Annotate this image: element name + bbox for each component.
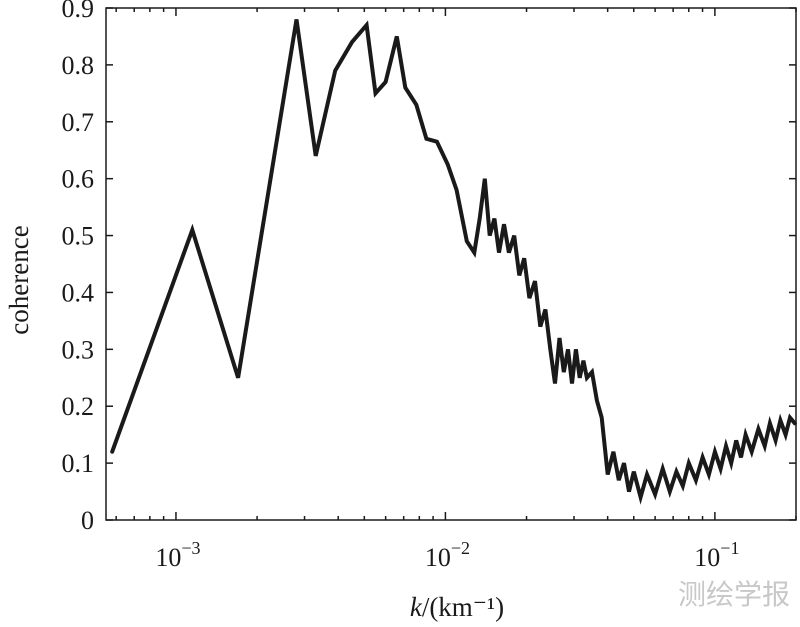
x-tick-label: 10−1 bbox=[694, 538, 739, 572]
x-tick-label: 10−2 bbox=[425, 538, 470, 572]
x-tick-label-exponent: −2 bbox=[451, 538, 470, 558]
y-tick-label: 0.3 bbox=[62, 335, 95, 364]
x-axis-title-variable: k bbox=[410, 592, 423, 622]
y-tick-label: 0.6 bbox=[62, 165, 95, 194]
x-tick-label: 10−3 bbox=[155, 538, 200, 572]
watermark-logo-text: 测绘学报 bbox=[678, 578, 790, 611]
y-tick-label: 0.7 bbox=[62, 108, 95, 137]
x-tick-label-base: 10 bbox=[694, 543, 720, 572]
x-tick-label-base: 10 bbox=[425, 543, 451, 572]
y-tick-label: 0.5 bbox=[62, 222, 95, 251]
y-tick-label: 0.1 bbox=[62, 449, 95, 478]
x-axis-title-unit: /(km⁻¹) bbox=[422, 592, 504, 622]
x-axis-ticks: 10−3 10−2 10−1 bbox=[115, 8, 797, 572]
y-axis-ticks: 0 0.1 0.2 0.3 0.4 0.5 0.6 0.7 0.8 0.9 bbox=[62, 0, 796, 535]
x-tick-label-base: 10 bbox=[155, 543, 181, 572]
y-tick-label: 0.9 bbox=[62, 0, 95, 23]
x-tick-label-exponent: −3 bbox=[181, 538, 200, 558]
plot-area bbox=[105, 7, 797, 521]
plot-frame bbox=[105, 7, 797, 521]
y-tick-label: 0.2 bbox=[62, 392, 95, 421]
x-axis-title: k/(km⁻¹) bbox=[410, 592, 504, 622]
x-tick-label-exponent: −1 bbox=[720, 538, 739, 558]
coherence-series-line bbox=[110, 19, 797, 505]
y-axis-title: coherence bbox=[4, 225, 34, 334]
y-tick-label: 0.4 bbox=[62, 278, 95, 307]
y-tick-label: 0 bbox=[81, 506, 94, 535]
y-tick-label: 0.8 bbox=[62, 51, 95, 80]
